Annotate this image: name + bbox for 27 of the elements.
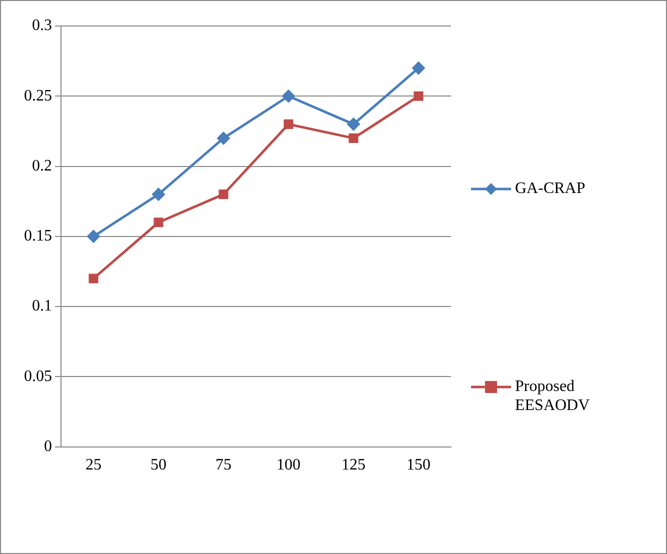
- point: [347, 118, 360, 130]
- point: [154, 218, 164, 228]
- x-tick-label: 25: [86, 456, 102, 474]
- point: [88, 274, 98, 284]
- point: [218, 190, 228, 200]
- point: [414, 91, 424, 101]
- point: [348, 133, 358, 143]
- point: [284, 119, 294, 129]
- y-tick-label: 0.1: [32, 298, 52, 315]
- legend-label: Proposed EESAODV: [515, 377, 591, 415]
- y-tick-label: 0.05: [24, 368, 52, 385]
- point: [412, 62, 425, 74]
- point: [282, 90, 295, 102]
- y-tick-label: 0.25: [24, 87, 52, 104]
- x-tick-label: 50: [150, 456, 166, 474]
- x-tick-label: 75: [216, 456, 232, 474]
- y-tick-label: 0.3: [32, 17, 52, 34]
- point: [217, 132, 230, 144]
- legend-label: GA-CRAP: [515, 179, 586, 198]
- y-tick-label: 0.2: [32, 157, 52, 174]
- y-tick-label: 0: [44, 438, 52, 456]
- y-tick-label: 0.15: [24, 228, 52, 245]
- point: [87, 230, 100, 243]
- x-tick-label: 150: [406, 456, 430, 474]
- point: [152, 188, 165, 201]
- x-tick-label: 125: [342, 456, 366, 474]
- x-tick-label: 100: [276, 456, 300, 474]
